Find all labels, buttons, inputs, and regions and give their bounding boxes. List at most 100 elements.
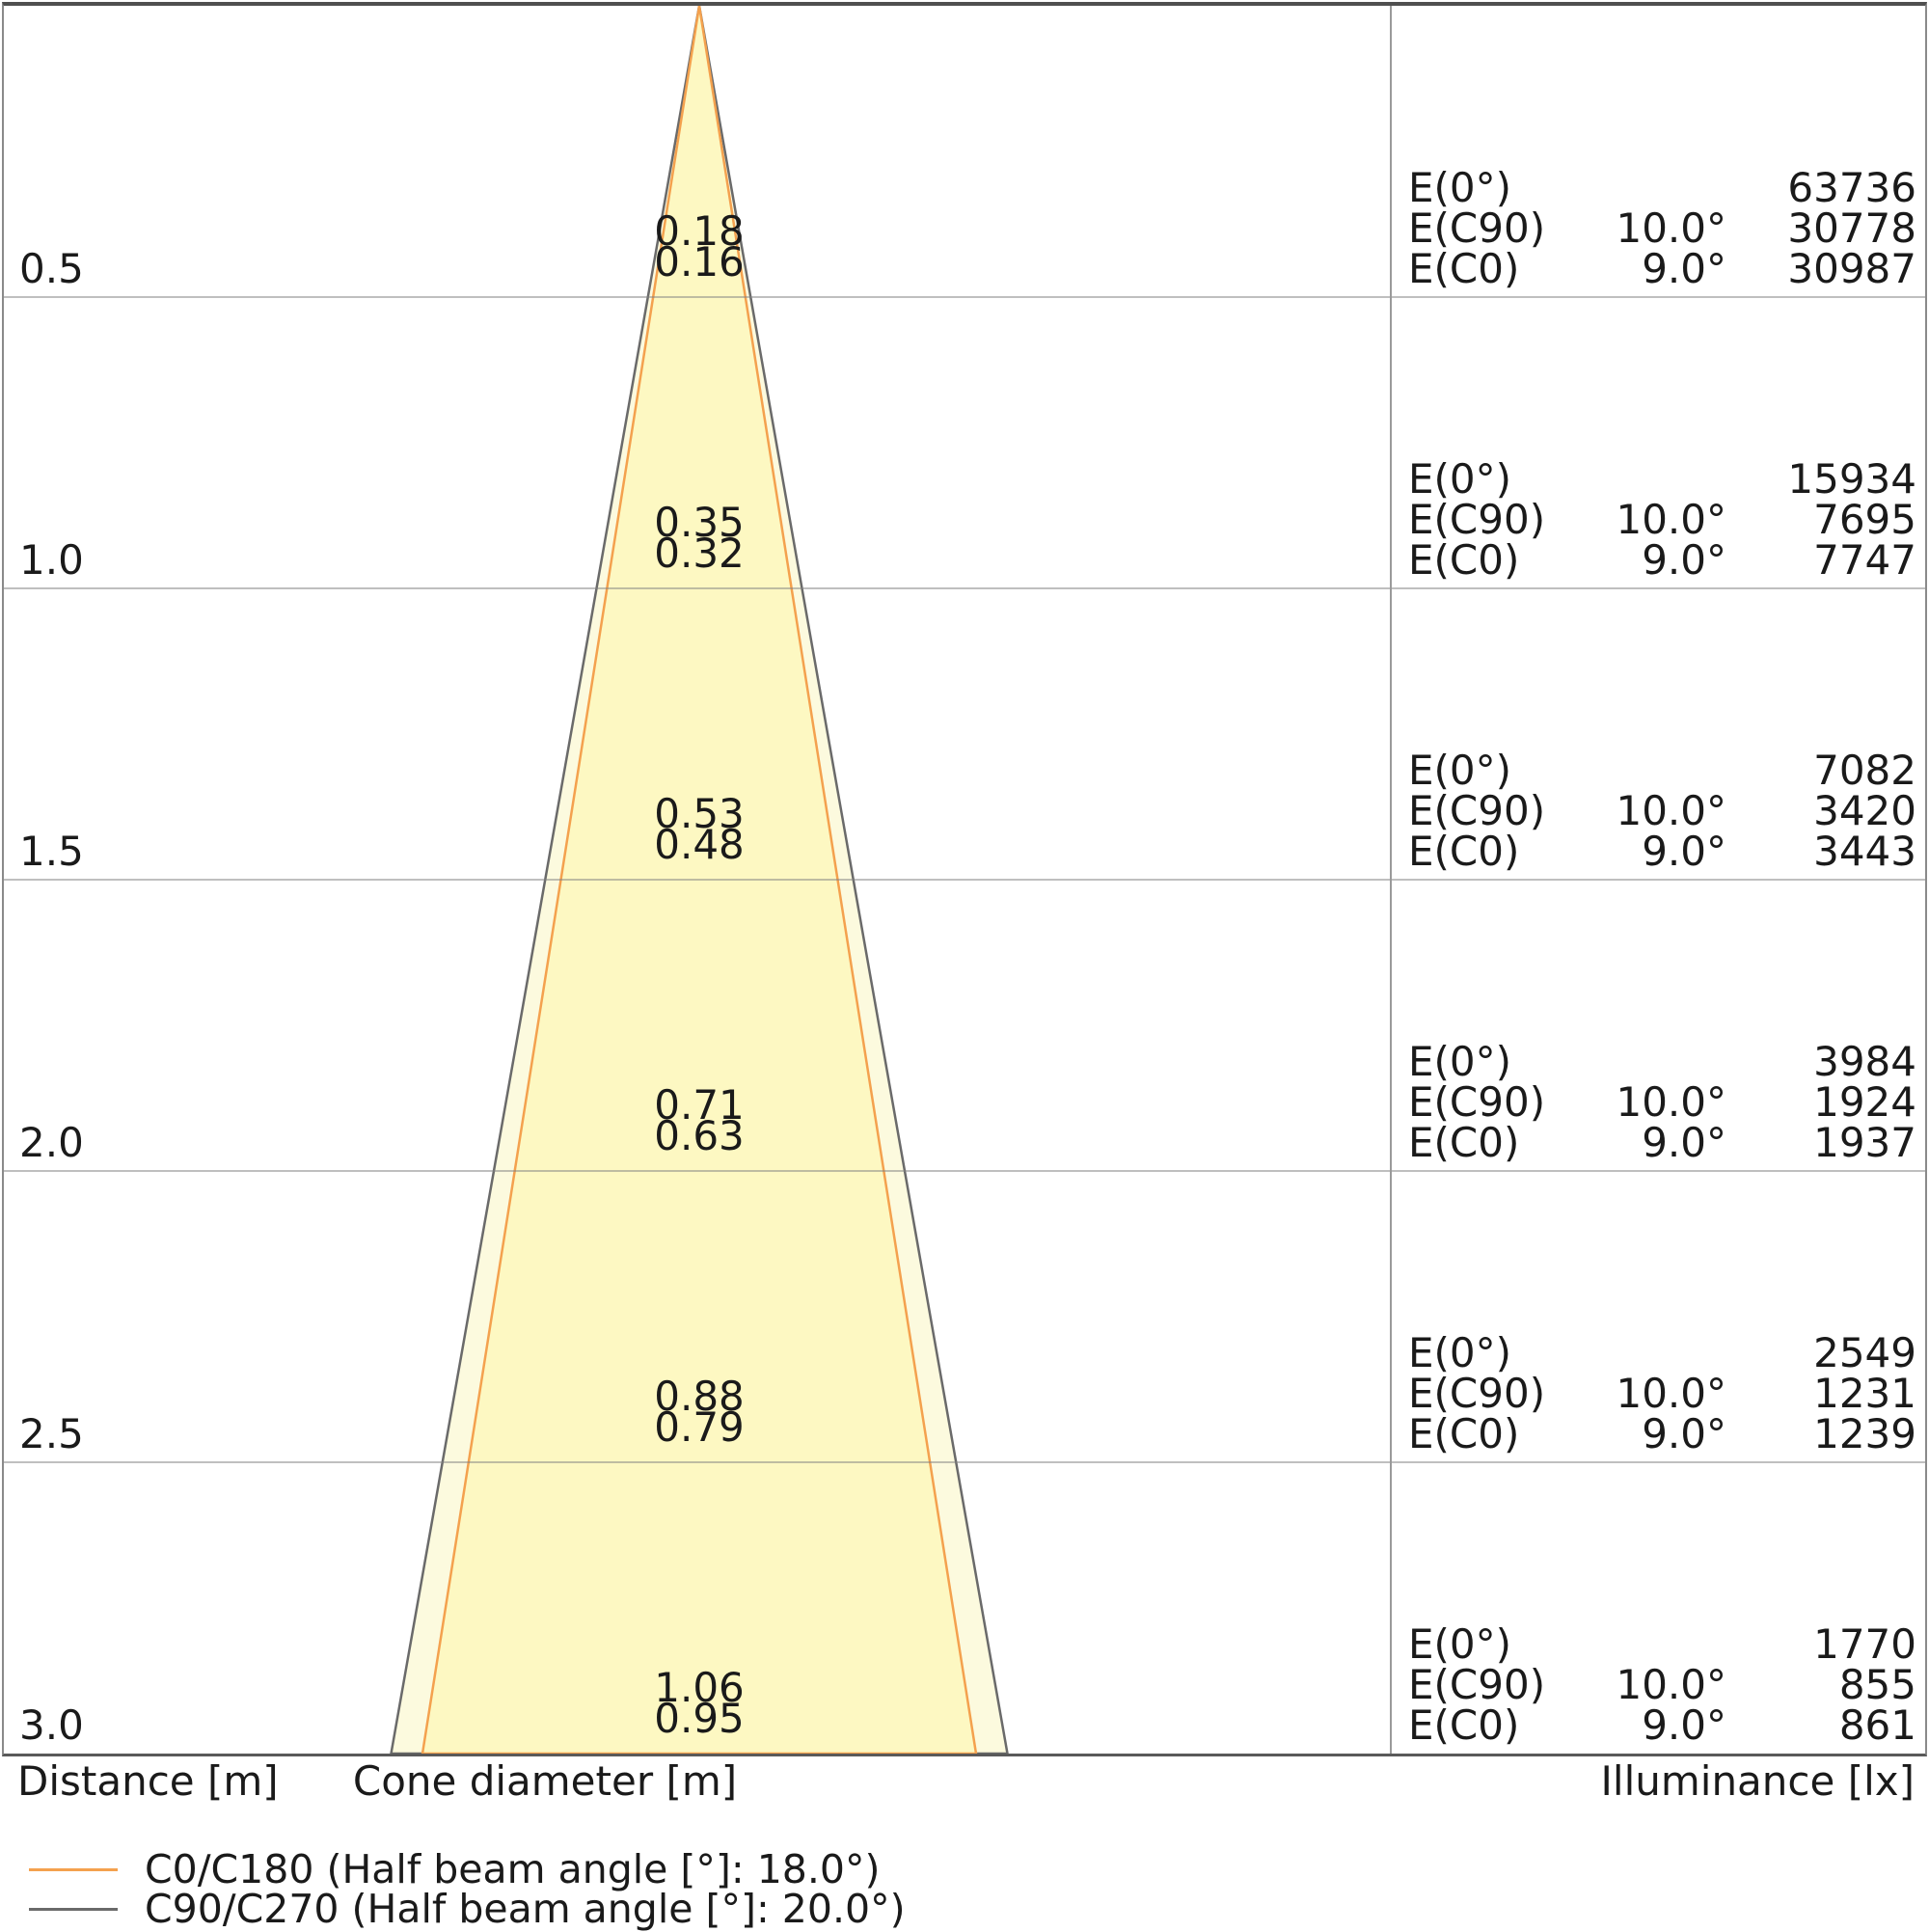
e-value: 30778 bbox=[1787, 204, 1916, 252]
e-value: 1231 bbox=[1813, 1370, 1916, 1417]
illuminance-row-ec90: E(C90) 10.0° 855 bbox=[1408, 1665, 1916, 1705]
cone-diameter-c0-value: 0.32 bbox=[654, 530, 745, 577]
distance-tick-label: 1.5 bbox=[19, 828, 84, 875]
illuminance-row-ec0: E(C0) 9.0° 861 bbox=[1408, 1705, 1916, 1746]
light-cone-plot: 0.5 0.18 0.16 E(0°) 63736 E(C90) 10.0° 30778 E(C… bbox=[2, 2, 1927, 1756]
e-angle: 9.0° bbox=[1642, 245, 1726, 292]
legend-item-c0: C0/C180 (Half beam angle [°]: 18.0°) bbox=[29, 1850, 906, 1890]
distance-tick-label: 0.5 bbox=[19, 245, 84, 292]
e-angle bbox=[1577, 168, 1726, 208]
cone-diameter-axis-label: Cone diameter [m] bbox=[352, 1757, 738, 1805]
illuminance-row-e0: E(0°) 3984 bbox=[1408, 1042, 1916, 1082]
e-angle: 9.0° bbox=[1642, 1119, 1726, 1166]
e-label: E(C0) bbox=[1408, 1701, 1520, 1749]
e-value: 3984 bbox=[1813, 1038, 1916, 1085]
e-value: 2549 bbox=[1813, 1329, 1916, 1376]
cone-chart-canvas bbox=[4, 6, 1925, 1754]
e-label: E(C90) bbox=[1408, 1078, 1546, 1126]
e-label: E(C0) bbox=[1408, 1119, 1520, 1166]
cone-diameter-c90-value: 0.35 bbox=[654, 499, 745, 546]
e-label: E(0°) bbox=[1408, 1038, 1512, 1085]
e-angle bbox=[1577, 1333, 1726, 1374]
e-value: 3420 bbox=[1813, 787, 1916, 834]
e-value: 63736 bbox=[1787, 164, 1916, 211]
distance-tick-label: 1.0 bbox=[19, 536, 84, 584]
illuminance-row-ec0: E(C0) 9.0° 7747 bbox=[1408, 540, 1916, 581]
e-label: E(C0) bbox=[1408, 1410, 1520, 1457]
c0-line-swatch-icon bbox=[29, 1868, 118, 1871]
distance-axis-label: Distance [m] bbox=[17, 1757, 279, 1805]
illuminance-row-ec0: E(C0) 9.0° 1937 bbox=[1408, 1123, 1916, 1163]
e-label: E(C90) bbox=[1408, 787, 1546, 834]
e-label: E(C90) bbox=[1408, 204, 1546, 252]
distance-tick-label: 3.0 bbox=[19, 1701, 84, 1749]
e-value: 30987 bbox=[1787, 245, 1916, 292]
illuminance-block-2.5m: E(0°) 2549 E(C90) 10.0° 1231 E(C0) 9.0° 1239 bbox=[1408, 1333, 1916, 1455]
e-angle: 9.0° bbox=[1642, 536, 1726, 584]
illuminance-row-e0: E(0°) 2549 bbox=[1408, 1333, 1916, 1374]
illuminance-block-1.5m: E(0°) 7082 E(C90) 10.0° 3420 E(C0) 9.0° 3443 bbox=[1408, 750, 1916, 872]
c90-line-swatch-icon bbox=[29, 1908, 118, 1911]
e-value: 1770 bbox=[1813, 1620, 1916, 1668]
e-angle bbox=[1577, 1042, 1726, 1082]
illuminance-row-ec0: E(C0) 9.0° 1239 bbox=[1408, 1414, 1916, 1455]
illuminance-row-ec0: E(C0) 9.0° 3443 bbox=[1408, 831, 1916, 872]
illuminance-block-0.5m: E(0°) 63736 E(C90) 10.0° 30778 E(C0) 9.0° 30987 bbox=[1408, 168, 1916, 289]
e-label: E(0°) bbox=[1408, 1329, 1512, 1376]
e-label: E(0°) bbox=[1408, 455, 1512, 503]
e-angle: 10.0° bbox=[1616, 1078, 1726, 1126]
e-label: E(C0) bbox=[1408, 245, 1520, 292]
illuminance-block-3.0m: E(0°) 1770 E(C90) 10.0° 855 E(C0) 9.0° 861 bbox=[1408, 1624, 1916, 1746]
illuminance-row-e0: E(0°) 7082 bbox=[1408, 750, 1916, 791]
e-value: 861 bbox=[1838, 1701, 1916, 1749]
illuminance-axis-label: Illuminance [lx] bbox=[1600, 1757, 1915, 1805]
illuminance-block-1.0m: E(0°) 15934 E(C90) 10.0° 7695 E(C0) 9.0° 7747 bbox=[1408, 459, 1916, 581]
e-angle: 9.0° bbox=[1642, 1701, 1726, 1749]
e-angle: 10.0° bbox=[1616, 1661, 1726, 1708]
e-angle: 10.0° bbox=[1616, 496, 1726, 543]
cone-diameter-c0-value: 0.16 bbox=[654, 238, 745, 286]
illuminance-row-ec90: E(C90) 10.0° 7695 bbox=[1408, 500, 1916, 540]
e-angle bbox=[1577, 459, 1726, 500]
distance-tick-label: 2.0 bbox=[19, 1119, 84, 1166]
legend-label-c0: C0/C180 (Half beam angle [°]: 18.0°) bbox=[145, 1846, 881, 1892]
cone-diameter-c90-value: 0.53 bbox=[654, 790, 745, 837]
illuminance-row-e0: E(0°) 15934 bbox=[1408, 459, 1916, 500]
e-value: 7082 bbox=[1813, 747, 1916, 794]
e-value: 1239 bbox=[1813, 1410, 1916, 1457]
e-label: E(0°) bbox=[1408, 747, 1512, 794]
illuminance-row-e0: E(0°) 1770 bbox=[1408, 1624, 1916, 1665]
e-angle: 10.0° bbox=[1616, 1370, 1726, 1417]
legend: C0/C180 (Half beam angle [°]: 18.0°) C90… bbox=[29, 1850, 906, 1929]
legend-label-c90: C90/C270 (Half beam angle [°]: 20.0°) bbox=[145, 1886, 906, 1932]
e-label: E(0°) bbox=[1408, 1620, 1512, 1668]
e-value: 3443 bbox=[1813, 828, 1916, 875]
illuminance-row-ec0: E(C0) 9.0° 30987 bbox=[1408, 249, 1916, 289]
illuminance-row-ec90: E(C90) 10.0° 3420 bbox=[1408, 791, 1916, 831]
e-angle: 9.0° bbox=[1642, 1410, 1726, 1457]
cone-diameter-c0-value: 0.48 bbox=[654, 821, 745, 868]
e-angle bbox=[1577, 1624, 1726, 1665]
cone-diameter-c90-value: 0.88 bbox=[654, 1373, 745, 1420]
illuminance-row-ec90: E(C90) 10.0° 30778 bbox=[1408, 208, 1916, 249]
e-value: 7747 bbox=[1813, 536, 1916, 584]
e-value: 855 bbox=[1838, 1661, 1916, 1708]
e-label: E(0°) bbox=[1408, 164, 1512, 211]
e-angle: 10.0° bbox=[1616, 204, 1726, 252]
cone-diameter-c0-value: 0.63 bbox=[654, 1112, 745, 1159]
cone-diameter-c90-value: 0.18 bbox=[654, 207, 745, 255]
e-label: E(C0) bbox=[1408, 536, 1520, 584]
illuminance-row-ec90: E(C90) 10.0° 1231 bbox=[1408, 1374, 1916, 1414]
legend-item-c90: C90/C270 (Half beam angle [°]: 20.0°) bbox=[29, 1890, 906, 1929]
e-value: 7695 bbox=[1813, 496, 1916, 543]
cone-diameter-c0-value: 0.79 bbox=[654, 1403, 745, 1451]
e-label: E(C90) bbox=[1408, 1370, 1546, 1417]
e-angle bbox=[1577, 750, 1726, 791]
e-value: 1937 bbox=[1813, 1119, 1916, 1166]
e-value: 1924 bbox=[1813, 1078, 1916, 1126]
e-label: E(C0) bbox=[1408, 828, 1520, 875]
illuminance-row-ec90: E(C90) 10.0° 1924 bbox=[1408, 1082, 1916, 1123]
cone-diameter-c0-value: 0.95 bbox=[654, 1695, 745, 1742]
e-value: 15934 bbox=[1787, 455, 1916, 503]
